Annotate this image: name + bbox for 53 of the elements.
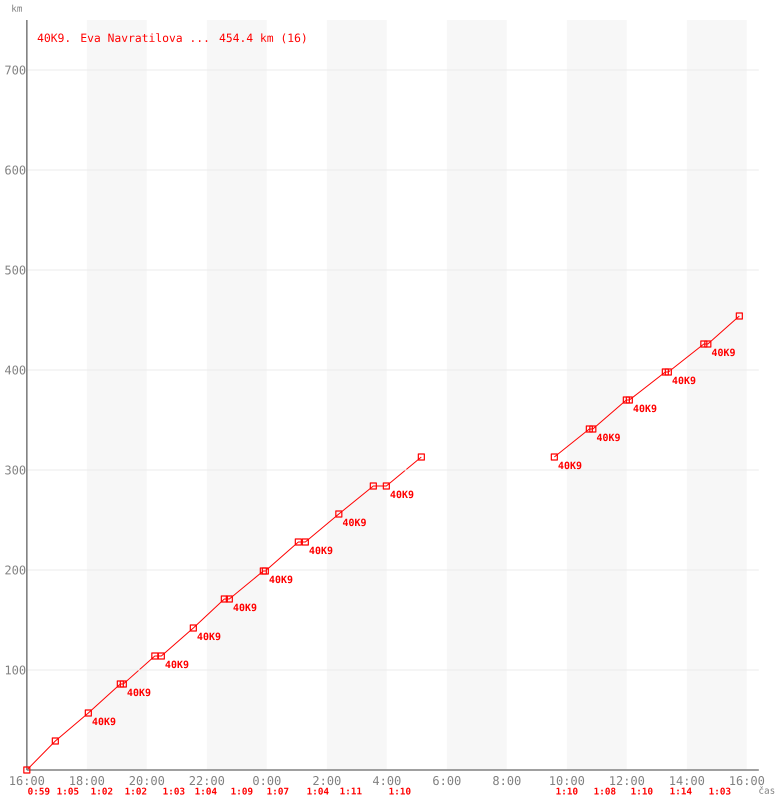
x-tick-label: 18:00 [70, 776, 104, 786]
annotation: 40K9 [342, 518, 366, 526]
x-axis-title: čas [759, 786, 774, 794]
y-tick-label: 400 [4, 365, 26, 375]
x-tick-label: 6:00 [433, 776, 460, 786]
x-tick-label: 2:00 [313, 776, 340, 786]
y-tick-label: 300 [5, 465, 26, 475]
annotation: 40K9 [672, 376, 696, 384]
y-tick-label: 100 [6, 665, 26, 675]
text: 1:07 [267, 788, 288, 795]
x-tick-label: 8:00 [493, 776, 520, 786]
text: 1:03 [709, 788, 730, 795]
annotation: 40K9 [596, 434, 620, 442]
text: 1:10 [556, 788, 578, 795]
text: 1:14 [670, 788, 692, 794]
x-tick-label: 20:00 [130, 776, 164, 786]
annotation: 40K9 [269, 576, 292, 584]
text: 1:11 [340, 788, 362, 794]
x-tick-label: 12:00 [610, 776, 644, 786]
y-axis-title: km [12, 4, 22, 12]
x-tick-label: 16:00 [10, 776, 44, 786]
y-tick-label: 500 [5, 265, 26, 275]
text: 40K9. Eva Navratilova ... 454.4 km (16) [38, 33, 306, 44]
annotation: 40K9 [233, 604, 256, 612]
text: 0:59 [28, 788, 50, 795]
text: 1:03 [163, 788, 184, 795]
x-tick-label: 22:00 [190, 776, 224, 786]
annotation: 40K9 [390, 490, 414, 498]
text: 1:04 [195, 788, 217, 795]
annotation: 40K9 [309, 546, 332, 554]
text: 1:02 [91, 788, 112, 795]
annotation: 40K9 [712, 348, 735, 356]
annotation: 40K9 [92, 718, 116, 726]
y-tick-label: 700 [5, 65, 26, 75]
annotation: 40K9 [197, 632, 220, 640]
y-tick-label: 200 [5, 565, 26, 575]
annotation: 40K9 [127, 688, 150, 696]
text: 1:05 [57, 788, 78, 795]
text: 1:10 [389, 788, 410, 795]
text: 1:02 [125, 788, 146, 795]
x-tick-label: 16:00 [730, 776, 764, 786]
text: 1:04 [307, 788, 329, 795]
text: 1:09 [231, 788, 252, 795]
x-tick-label: 0:00 [253, 776, 280, 786]
x-tick-label: 4:00 [372, 776, 400, 786]
text: 1:10 [631, 788, 652, 795]
x-tick-label: 14:00 [670, 776, 704, 786]
y-tick-label: 600 [5, 165, 26, 175]
annotation: 40K9 [558, 462, 582, 470]
x-tick-label: 10:00 [550, 776, 584, 786]
text: 1:08 [594, 788, 616, 795]
annotation: 40K9 [633, 404, 656, 412]
annotation: 40K9 [165, 660, 188, 668]
